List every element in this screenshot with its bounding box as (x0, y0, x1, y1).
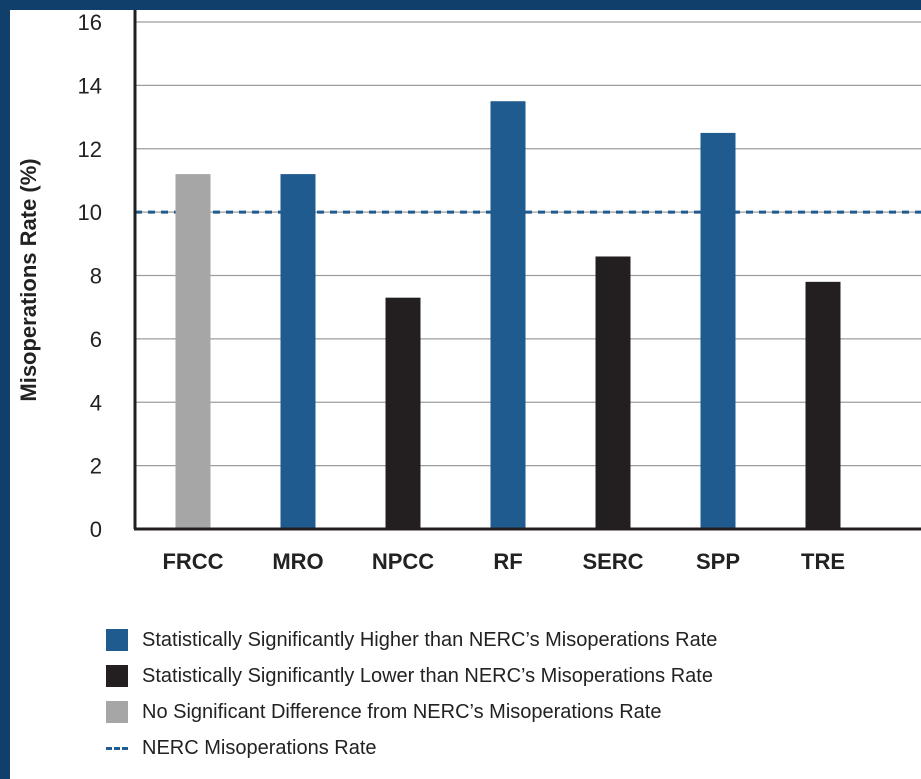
legend-item-higher: Statistically Significantly Higher than … (106, 622, 717, 658)
bars (175, 101, 841, 529)
x-tick-label: MRO (272, 549, 323, 574)
x-tick-labels: FRCC MRO NPCC RF SERC SPP TRE (162, 549, 845, 574)
legend-label-no-difference: No Significant Difference from NERC’s Mi… (142, 700, 662, 723)
bar-serc (595, 256, 631, 529)
legend-swatch-higher (106, 629, 128, 651)
y-tick-label: 12 (78, 137, 102, 162)
legend-swatch-no-difference (106, 701, 128, 723)
bar-spp (700, 132, 736, 529)
legend-label-reference: NERC Misoperations Rate (142, 736, 377, 759)
legend-item-no-difference: No Significant Difference from NERC’s Mi… (106, 694, 717, 730)
x-tick-label: TRE (801, 549, 845, 574)
legend-label-higher: Statistically Significantly Higher than … (142, 628, 718, 651)
legend-item-lower: Statistically Significantly Lower than N… (106, 658, 717, 694)
bar-mro (280, 174, 316, 529)
legend: Statistically Significantly Higher than … (106, 622, 717, 766)
x-tick-label: NPCC (372, 549, 434, 574)
bar-npcc (385, 297, 421, 529)
y-tick-label: 2 (90, 454, 102, 479)
bar-chart: 0 2 4 6 8 10 12 14 16 FRCC MRO NPCC RF SERC SPP TRE Mi… (16, 10, 921, 574)
legend-item-reference: NERC Misoperations Rate (106, 730, 717, 766)
y-tick-label: 0 (90, 517, 102, 542)
axes (133, 10, 921, 531)
y-axis-label: Misoperations Rate (%) (16, 158, 41, 401)
y-tick-label: 14 (78, 73, 102, 98)
x-tick-label: SPP (696, 549, 740, 574)
y-tick-label: 8 (90, 264, 102, 289)
legend-swatch-lower (106, 665, 128, 687)
chart-panel: 0 2 4 6 8 10 12 14 16 FRCC MRO NPCC RF SERC SPP TRE Mi… (10, 10, 921, 779)
y-tick-label: 16 (78, 10, 102, 35)
x-tick-label: SERC (582, 549, 643, 574)
y-tick-label: 10 (78, 200, 102, 225)
y-tick-label: 6 (90, 327, 102, 352)
bar-tre (805, 281, 841, 529)
bar-frcc (175, 174, 211, 529)
x-tick-label: RF (493, 549, 522, 574)
bar-rf (490, 101, 526, 529)
x-tick-label: FRCC (162, 549, 223, 574)
y-tick-labels: 0 2 4 6 8 10 12 14 16 (78, 10, 102, 542)
legend-swatch-reference-line (106, 746, 128, 750)
legend-label-lower: Statistically Significantly Lower than N… (142, 664, 713, 687)
y-tick-label: 4 (90, 390, 102, 415)
grid-lines (135, 21, 921, 467)
